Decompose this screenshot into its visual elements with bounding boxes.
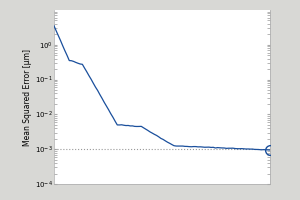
Y-axis label: Mean Squared Error [µm]: Mean Squared Error [µm] (23, 48, 32, 146)
